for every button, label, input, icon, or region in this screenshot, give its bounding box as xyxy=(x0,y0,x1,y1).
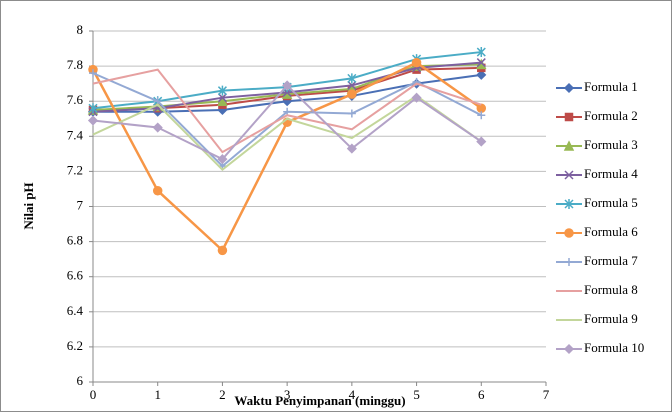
x-tick-label: 1 xyxy=(154,387,161,402)
marker xyxy=(411,92,422,103)
y-tick-label: 6.8 xyxy=(67,233,83,248)
legend-label: Formula 1 xyxy=(584,79,638,94)
legend-label: Formula 8 xyxy=(584,282,638,297)
marker xyxy=(476,69,487,80)
marker xyxy=(152,122,163,133)
legend-marker xyxy=(564,228,574,238)
marker xyxy=(282,80,293,91)
marker xyxy=(217,93,227,103)
legend-marker xyxy=(564,112,574,122)
marker xyxy=(217,95,228,106)
x-tick-label: 7 xyxy=(543,387,550,402)
x-tick-label: 3 xyxy=(284,387,291,402)
marker xyxy=(411,57,422,68)
legend-label: Formula 5 xyxy=(584,195,638,210)
y-tick-label: 6.2 xyxy=(67,338,83,353)
marker xyxy=(217,85,227,96)
x-tick-label: 2 xyxy=(219,387,226,402)
y-tick-label: 6 xyxy=(77,373,84,388)
x-tick-label: 0 xyxy=(90,387,97,402)
y-axis-label: Nilai pH xyxy=(21,182,36,229)
legend-label: Formula 3 xyxy=(584,137,638,152)
legend-marker xyxy=(565,258,573,266)
marker xyxy=(217,154,228,165)
legend-marker xyxy=(563,343,575,355)
legend-marker xyxy=(564,170,574,180)
marker xyxy=(347,80,357,90)
y-tick-label: 8 xyxy=(77,22,84,37)
marker xyxy=(476,136,487,147)
legend-marker xyxy=(563,140,575,151)
marker xyxy=(476,58,486,68)
y-tick-label: 7.4 xyxy=(67,127,84,142)
marker xyxy=(88,103,98,114)
legend-label: Formula 7 xyxy=(584,253,638,268)
y-tick-label: 6.6 xyxy=(67,268,84,283)
legend-marker xyxy=(563,82,575,94)
x-tick-label: 6 xyxy=(478,387,485,402)
marker xyxy=(347,89,357,99)
marker xyxy=(476,47,486,58)
legend-label: Formula 9 xyxy=(584,311,638,326)
y-tick-label: 7.6 xyxy=(67,92,84,107)
x-tick-label: 5 xyxy=(413,387,420,402)
y-tick-label: 7.2 xyxy=(67,162,83,177)
marker xyxy=(346,143,357,154)
marker xyxy=(152,185,163,196)
legend-label: Formula 6 xyxy=(584,224,638,239)
marker xyxy=(217,245,228,256)
legend-label: Formula 10 xyxy=(584,340,644,355)
y-tick-label: 7.8 xyxy=(67,57,83,72)
marker xyxy=(87,115,99,126)
y-tick-label: 6.4 xyxy=(67,303,84,318)
legend-label: Formula 4 xyxy=(584,166,638,181)
legend-marker xyxy=(564,199,574,209)
marker xyxy=(347,109,356,118)
marker xyxy=(476,103,487,113)
y-tick-label: 7 xyxy=(77,197,84,212)
marker xyxy=(89,69,97,78)
x-tick-label: 4 xyxy=(349,387,356,402)
marker xyxy=(347,73,357,84)
marker xyxy=(477,111,486,120)
series-line xyxy=(92,68,482,154)
x-axis-label: Waktu Penyimpanan (minggu) xyxy=(234,393,405,408)
legend-label: Formula 2 xyxy=(584,108,638,123)
